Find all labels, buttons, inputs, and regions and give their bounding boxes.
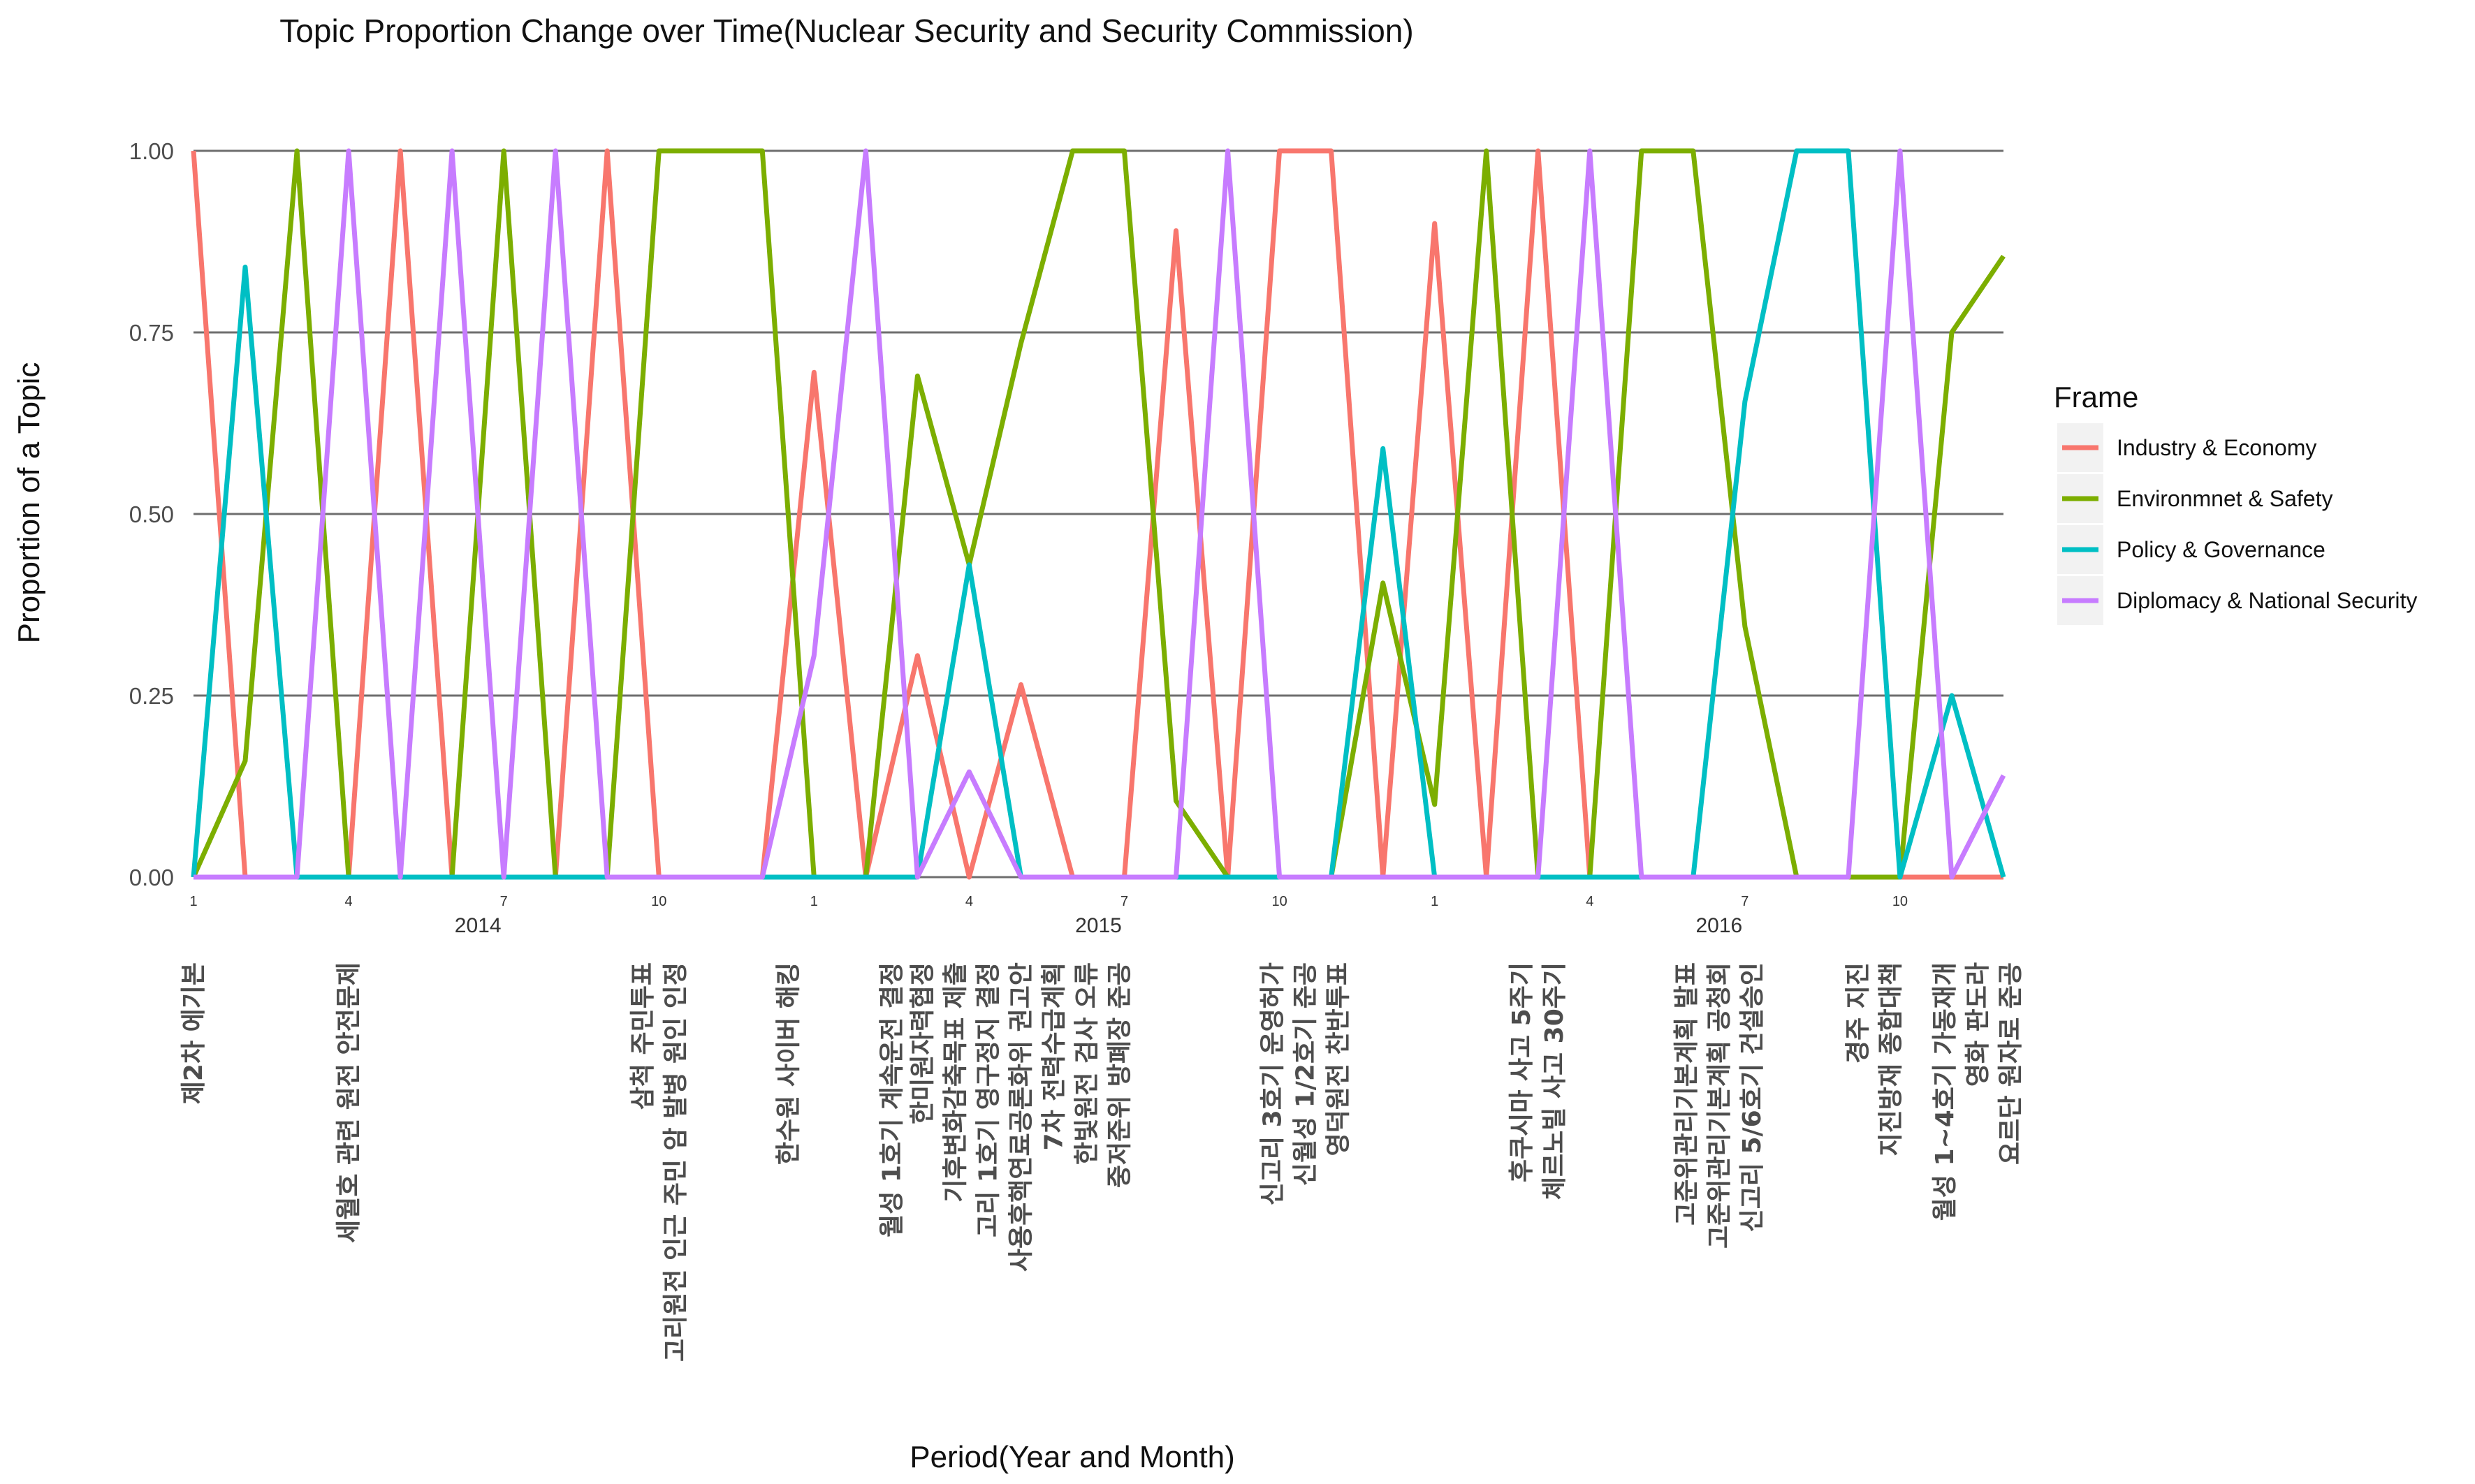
year-label: 2016 (1695, 914, 1742, 937)
x-tick-label: 4 (965, 894, 973, 909)
x-tick-label: 7 (1120, 894, 1128, 909)
legend-title: Frame (2054, 381, 2138, 413)
event-label: 제2차 에기본 (180, 962, 208, 1104)
y-axis-ticks: 0.00 0.25 0.50 0.75 1.00 (129, 138, 174, 890)
x-tick-label: 10 (1892, 894, 1908, 909)
event-label: 7차 전력수급계획 (1040, 962, 1069, 1150)
event-label: 요르단 원자로 준공 (1996, 962, 2025, 1165)
event-label: 고준위관리기본계획 공청회 (1705, 962, 1734, 1249)
event-label: 후쿠시마 사고 5주기 (1507, 962, 1536, 1182)
y-tick-label: 0.50 (129, 501, 174, 527)
event-label: 체르노빌 사고 30주기 (1540, 962, 1569, 1200)
event-annotation: 후쿠시마 사고 5주기 체르노빌 사고 30주기 (1507, 962, 1569, 1200)
x-axis-title: Period(Year and Month) (910, 1440, 1235, 1474)
event-label: 중저준위 방폐장 준공 (1106, 962, 1134, 1188)
y-tick-label: 0.25 (129, 683, 174, 709)
year-label: 2015 (1075, 914, 1122, 937)
x-tick-label: 4 (1586, 894, 1593, 909)
x-tick-label: 4 (345, 894, 353, 909)
event-label: 경주 지진 (1844, 962, 1872, 1064)
event-annotation: 제2차 에기본 (180, 962, 208, 1104)
series-line (191, 148, 2006, 880)
event-label: 사용후핵연료공론화위 권고안 (1007, 962, 1036, 1272)
chart-title: Topic Proportion Change over Time(Nuclea… (279, 13, 1413, 49)
legend-label: Environmnet & Safety (2117, 486, 2332, 511)
y-axis-title: Proportion of a Topic (12, 362, 46, 644)
event-label: 월성 1~4호기 가동재개 (1931, 962, 1959, 1221)
event-label: 신고리 3호기 운영허가 (1259, 962, 1287, 1205)
event-annotation: 월성 1호기 계속운전 결정 (877, 962, 906, 1237)
event-annotation: 삼척 주민투표 고리원전 인근 주민 암 발병 원인 인정 (629, 962, 690, 1362)
legend: Frame Industry & Economy Environmnet & Sa… (2054, 381, 2417, 625)
x-tick-label: 1 (189, 894, 197, 909)
x-tick-label: 7 (500, 894, 508, 909)
event-annotation: 경주 지진 지진방재 종합대책 (1844, 962, 1905, 1156)
legend-label: Policy & Governance (2117, 537, 2326, 562)
event-label: 세월호 관련 원전 안전문제 (335, 962, 363, 1243)
event-label: 신월성 1/2호기 준공 (1292, 962, 1320, 1186)
event-annotation: 신고리 3호기 운영허가 신월성 1/2호기 준공 영덕원전 찬반투표 (1259, 962, 1353, 1205)
x-tick-label: 10 (1271, 894, 1287, 909)
year-label: 2014 (455, 914, 502, 937)
event-label: 고리원전 인근 주민 암 발병 원인 인정 (662, 962, 690, 1362)
event-annotation: 세월호 관련 원전 안전문제 (335, 962, 363, 1243)
legend-label: Industry & Economy (2117, 435, 2316, 460)
series-lines (191, 148, 2006, 880)
event-label: 고리 1호기 영구정지 결정 (974, 962, 1003, 1237)
event-label: 영화 판도라 (1964, 962, 1992, 1087)
y-tick-label: 0.00 (129, 865, 174, 890)
event-annotations: 제2차 에기본 세월호 관련 원전 안전문제 삼척 주민투표 고리원전 인근 주민 암… (180, 962, 2025, 1362)
event-label: 영덕원전 찬반투표 (1324, 962, 1353, 1156)
x-tick-label: 10 (651, 894, 666, 909)
x-tick-label: 7 (1741, 894, 1748, 909)
legend-label: Diplomacy & National Security (2117, 588, 2417, 613)
series-line (194, 148, 2006, 880)
event-label: 한빛원전 검사 오류 (1073, 962, 1102, 1165)
year-labels: 2014 2015 2016 (455, 914, 1742, 937)
y-tick-label: 1.00 (129, 138, 174, 164)
event-label: 월성 1호기 계속운전 결정 (877, 962, 906, 1237)
event-label: 한미원자력협정 (909, 962, 937, 1124)
event-label: 삼척 주민투표 (629, 962, 657, 1110)
event-label: 지진방재 종합대책 (1876, 962, 1905, 1156)
y-tick-label: 0.75 (129, 320, 174, 346)
event-label: 기후변화감축목표 제출 (942, 962, 970, 1203)
event-annotation: 고준위관리기본계획 발표 고준위관리기본계획 공청회 신고리 5/6호기 건설승인 (1672, 962, 1767, 1249)
x-tick-label: 1 (810, 894, 818, 909)
event-label: 신고리 5/6호기 건설승인 (1738, 962, 1767, 1232)
event-annotation: 월성 1~4호기 가동재개 영화 판도라 요르단 원자로 준공 (1931, 962, 2025, 1221)
event-annotation: 한미원자력협정 기후변화감축목표 제출 고리 1호기 영구정지 결정 사용후핵연료공론… (909, 962, 1134, 1272)
event-annotation: 한수원 사이버 해킹 (774, 962, 803, 1165)
x-tick-label: 1 (1431, 894, 1438, 909)
event-label: 고준위관리기본계획 발표 (1672, 962, 1701, 1226)
event-label: 한수원 사이버 해킹 (774, 962, 803, 1165)
x-axis-ticks: 1 4 7 10 1 4 7 10 1 4 7 10 (189, 894, 1908, 909)
